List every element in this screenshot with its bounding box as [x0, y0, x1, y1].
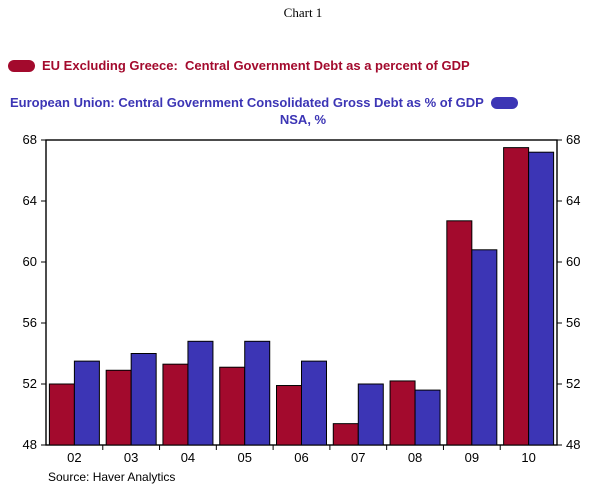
bar-red-06 — [276, 385, 302, 446]
y-axis-label-right: 60 — [566, 254, 580, 269]
bar-chart: 48 48 52 52 56 56 60 60 64 64 68 68 02 03 04 05 06 07 08 09… — [23, 132, 581, 465]
bar-blue-08 — [414, 389, 441, 446]
x-axis-label: 03 — [124, 450, 138, 465]
bar-red-05 — [219, 366, 246, 446]
bar-blue-04 — [187, 340, 214, 446]
bar-blue-03 — [130, 353, 157, 446]
legend-red-label: EU Excluding Greece: Central Government … — [42, 58, 470, 73]
legend-red-series: EU Excluding Greece: Central Government … — [8, 58, 470, 73]
bar-blue-07 — [357, 383, 384, 446]
bar-red-08 — [389, 380, 416, 446]
bar-red-02 — [48, 383, 75, 446]
blue-bar-swatch-icon — [490, 96, 518, 109]
y-axis-label-left: 60 — [23, 254, 37, 269]
x-axis-label: 08 — [408, 450, 422, 465]
x-axis-label: 07 — [351, 450, 365, 465]
x-axis-label: 05 — [237, 450, 251, 465]
y-axis-label-left: 56 — [23, 315, 37, 330]
x-axis-label: 09 — [465, 450, 479, 465]
legend-blue-label: European Union: Central Government Conso… — [10, 95, 484, 110]
y-axis-label-left: 52 — [23, 376, 37, 391]
red-bar-swatch-icon — [8, 59, 35, 72]
bar-red-10 — [503, 147, 530, 446]
bar-blue-02 — [73, 360, 100, 446]
bar-red-04 — [162, 363, 189, 446]
x-axis-label: 04 — [181, 450, 195, 465]
y-axis-label-right: 56 — [566, 315, 580, 330]
bar-blue-05 — [244, 340, 271, 446]
legend-blue-series: European Union: Central Government Conso… — [10, 95, 518, 110]
y-axis-label-right: 52 — [566, 376, 580, 391]
bar-blue-06 — [301, 360, 327, 446]
y-axis-label-left: 68 — [23, 132, 37, 147]
bar-blue-10 — [528, 151, 555, 446]
bar-red-03 — [105, 369, 132, 446]
chart-title: Chart 1 — [283, 5, 323, 20]
y-axis-label-right: 68 — [566, 132, 580, 147]
chart-subtitle: NSA, % — [279, 112, 327, 127]
y-axis-label-right: 48 — [566, 437, 580, 452]
x-axis-label: 02 — [67, 450, 81, 465]
y-axis-label-left: 64 — [23, 193, 37, 208]
y-axis-label-left: 48 — [23, 437, 37, 452]
y-axis-label-right: 64 — [566, 193, 580, 208]
bar-blue-09 — [471, 249, 498, 446]
x-axis-label: 10 — [521, 450, 535, 465]
bar-red-09 — [446, 220, 473, 446]
x-axis-label: 06 — [294, 450, 308, 465]
source-note: Source: Haver Analytics — [48, 470, 176, 484]
bar-red-07 — [332, 423, 359, 446]
